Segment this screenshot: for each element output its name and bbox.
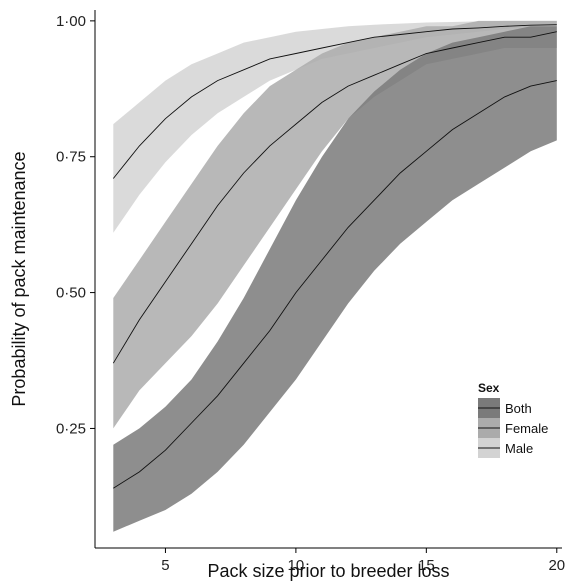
y-ticks: 0·25 0·50 0·75 1·00 (56, 13, 95, 437)
fitted-lines (112, 24, 557, 489)
band-male (113, 20, 557, 233)
line-male (112, 24, 557, 179)
y-tick-label: 0·25 (56, 420, 86, 437)
legend-label-male: Male (505, 441, 533, 456)
x-tick-label: 20 (548, 557, 565, 574)
x-tick-label: 10 (288, 557, 305, 574)
y-tick-label: 0·75 (56, 149, 86, 166)
band-female (113, 20, 557, 429)
legend-title: Sex (478, 381, 500, 395)
confidence-bands (113, 20, 557, 532)
axes (94, 10, 562, 549)
legend-label-female: Female (505, 421, 548, 436)
x-tick-label: 15 (418, 557, 435, 574)
line-female (112, 31, 557, 364)
y-tick-label: 1·00 (56, 13, 86, 30)
band-both (113, 26, 557, 532)
line-both (113, 80, 557, 489)
x-tick-label: 5 (161, 557, 169, 574)
y-axis-title: Probability of pack maintenance (9, 151, 29, 406)
x-ticks: 5 10 15 20 (161, 548, 565, 574)
legend: Sex Both Female Male (478, 381, 548, 458)
x-axis-title: Pack size prior to breeder loss (207, 561, 449, 581)
legend-label-both: Both (505, 401, 532, 416)
y-tick-label: 0·50 (56, 285, 86, 302)
